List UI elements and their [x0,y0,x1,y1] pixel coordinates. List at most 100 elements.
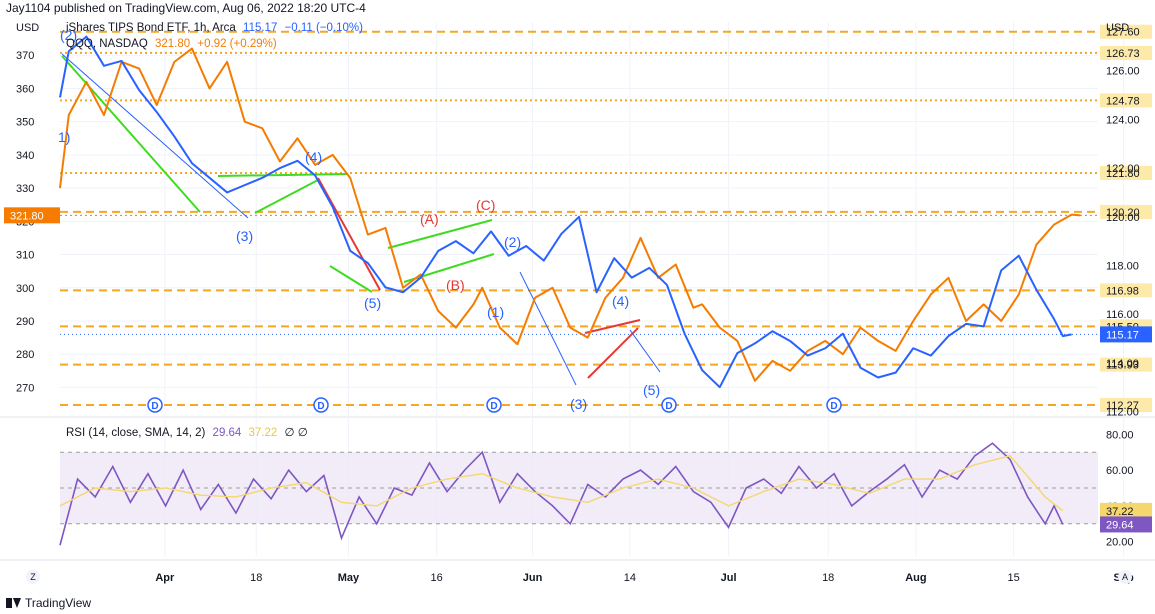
x-tick-label: May [338,572,360,584]
right-tick-label: 124.00 [1106,114,1140,126]
legend-tips-change: −0.11 (−0.10%) [284,22,363,34]
level-label-box [1100,45,1152,60]
legend-rsi-extra: ∅ ∅ [284,427,308,439]
wave-label: (3) [570,396,587,412]
right-tick-label: 122.00 [1106,163,1140,175]
wave-label: (5) [364,295,381,311]
rsi-tick-label: 60.00 [1106,465,1134,477]
x-tick-label: 18 [822,572,834,584]
legend-rsi[interactable]: RSI (14, close, SMA, 14, 2) 29.64 37.22 … [66,425,312,439]
tips-last-price-box [1100,326,1152,343]
legend-qqq[interactable]: QQQ, NASDAQ 321.80 +0.92 (+0.29%) [66,38,281,50]
right-tick-label: 116.00 [1106,309,1139,321]
dividend-marker-icon [486,397,502,413]
wave-label: (C) [476,197,495,213]
level-label: 112.27 [1106,400,1139,412]
right-tick-label: 118.00 [1106,260,1139,272]
auto-scale-button[interactable]: A [1118,570,1132,584]
left-tick-label: 350 [16,117,34,129]
x-tick-label: 16 [431,572,443,584]
axes: 370360350340330320310300290280270126.001… [4,50,1152,584]
right-axis-unit: USD [1106,22,1130,34]
right-tick-label: 120.00 [1106,212,1140,224]
blue-wedge-line [629,329,661,373]
green-triangle-lower [254,179,319,214]
tips-line [59,35,1072,389]
level-label-box [1100,204,1152,219]
rsi-last-value-label: 29.64 [1106,519,1134,531]
dividend-marker-label: D [665,401,672,412]
left-tick-label: 370 [16,50,34,62]
level-label: 124.78 [1106,95,1140,107]
rsi-sma-last-value-box [1100,502,1152,519]
legend-tips[interactable]: iShares TIPS Bond ETF, 1h, Arca 115.17 −… [66,22,367,34]
legend-qqq-change: +0.92 (+0.29%) [197,38,277,50]
dividend-marker-label: D [317,401,324,412]
left-tick-label: 300 [16,283,34,295]
left-tick-label: 270 [16,382,34,394]
green-channel-upper [387,219,493,249]
level-label: 127.60 [1106,27,1140,39]
x-tick-label: Jul [721,572,737,584]
left-tick-label: 330 [16,183,34,195]
horizontal-levels: 127.60 126.73 124.78 121.80 120.20 116.98 115.… [60,24,1152,412]
wave-label: (5) [643,382,660,398]
left-tick-label: 340 [16,150,34,162]
green-triangle-upper [217,173,349,177]
level-label: 121.80 [1106,168,1140,180]
left-tick-label: 310 [16,250,34,262]
wave-label: (1) [487,304,504,320]
red-impulse-line [317,177,381,291]
brand-name: TradingView [25,596,92,610]
x-tick-label: 15 [1008,572,1020,584]
level-label-box [1100,283,1152,298]
qqq-last-price-label: 321.80 [10,210,44,222]
rsi-tick-label: 20.00 [1106,537,1134,549]
level-label: 116.98 [1106,285,1139,297]
level-label-box [1100,93,1152,108]
left-tick-label: 290 [16,316,34,328]
left-tick-label: 280 [16,349,34,361]
level-label-box [1100,165,1152,180]
rsi-sma-line [59,455,1064,512]
x-tick-label: 14 [624,572,636,584]
right-tick-label: 112.00 [1106,407,1139,419]
level-label-box [1100,24,1152,39]
blue-trendline [61,53,249,219]
dividend-marker-icon [313,397,329,413]
green-channel-lower-2 [403,253,495,283]
level-label: 113.93 [1106,360,1139,372]
dividend-marker-icon [661,397,677,413]
legend-qqq-price: 321.80 [155,38,191,50]
legend-tips-name: iShares TIPS Bond ETF, 1h, Arca [66,22,236,34]
x-tick-label: 18 [250,572,262,584]
drawing-tools [61,53,661,386]
left-axis-unit: USD [16,22,40,34]
rsi-tick-label: 80.00 [1106,429,1134,441]
red-wedge-upper [584,319,641,334]
legend-qqq-name: QQQ, NASDAQ [66,38,148,50]
red-wedge-lower [587,327,639,379]
x-tick-label: Aug [905,572,926,584]
tips-last-price-label: 115.17 [1106,329,1139,341]
dividend-marker-icon [147,397,163,413]
tradingview-logo-icon [6,598,21,608]
legend-rsi-value: 29.64 [212,427,242,439]
green-trendline [61,55,201,213]
dividend-marker-label: D [151,401,158,412]
level-label-box [1100,357,1152,372]
x-tick-label: Jun [523,572,543,584]
right-tick-label: 114.00 [1106,358,1139,370]
wave-label: 1) [58,129,70,145]
right-tick-label: 126.00 [1106,66,1140,78]
zoom-toggle-button[interactable]: Z [26,570,40,584]
legend-rsi-sma: 37.22 [248,427,278,439]
rsi-series [59,442,1064,546]
green-channel-lower [329,265,373,293]
x-tick-label: Apr [155,572,175,584]
wave-label: (2) [504,234,521,250]
dividend-marker-label: D [830,401,837,412]
publisher-line: Jay1104 published on TradingView.com, Au… [6,1,366,15]
rsi-band [60,451,1098,525]
